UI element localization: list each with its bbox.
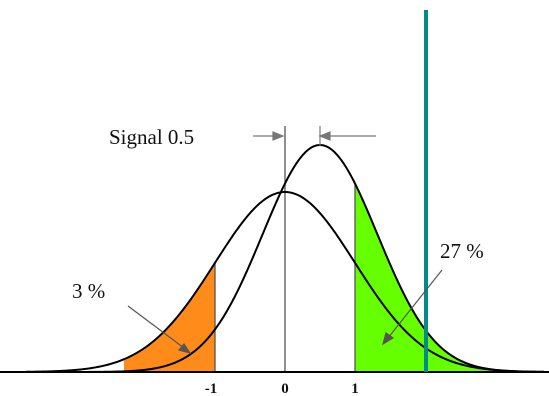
right-percent-pointer: [382, 269, 443, 346]
left-tail-region: [124, 262, 215, 372]
right-tail-region: [355, 183, 544, 372]
tick-label-0: 0: [281, 381, 289, 396]
signal-label: Signal 0.5: [109, 125, 194, 149]
noise-distribution-curve: [25, 190, 545, 373]
tick-label-1: 1: [351, 381, 359, 396]
right-tail-percent-label: 27 %: [440, 239, 484, 263]
tick-label-minus-1: -1: [205, 381, 218, 396]
shift-arrow-left: [253, 131, 285, 141]
shift-arrow-right: [318, 131, 376, 141]
signal-distribution-curve: [61, 143, 545, 373]
left-percent-pointer: [127, 305, 192, 355]
left-tail-percent-label: 3 %: [72, 279, 105, 303]
